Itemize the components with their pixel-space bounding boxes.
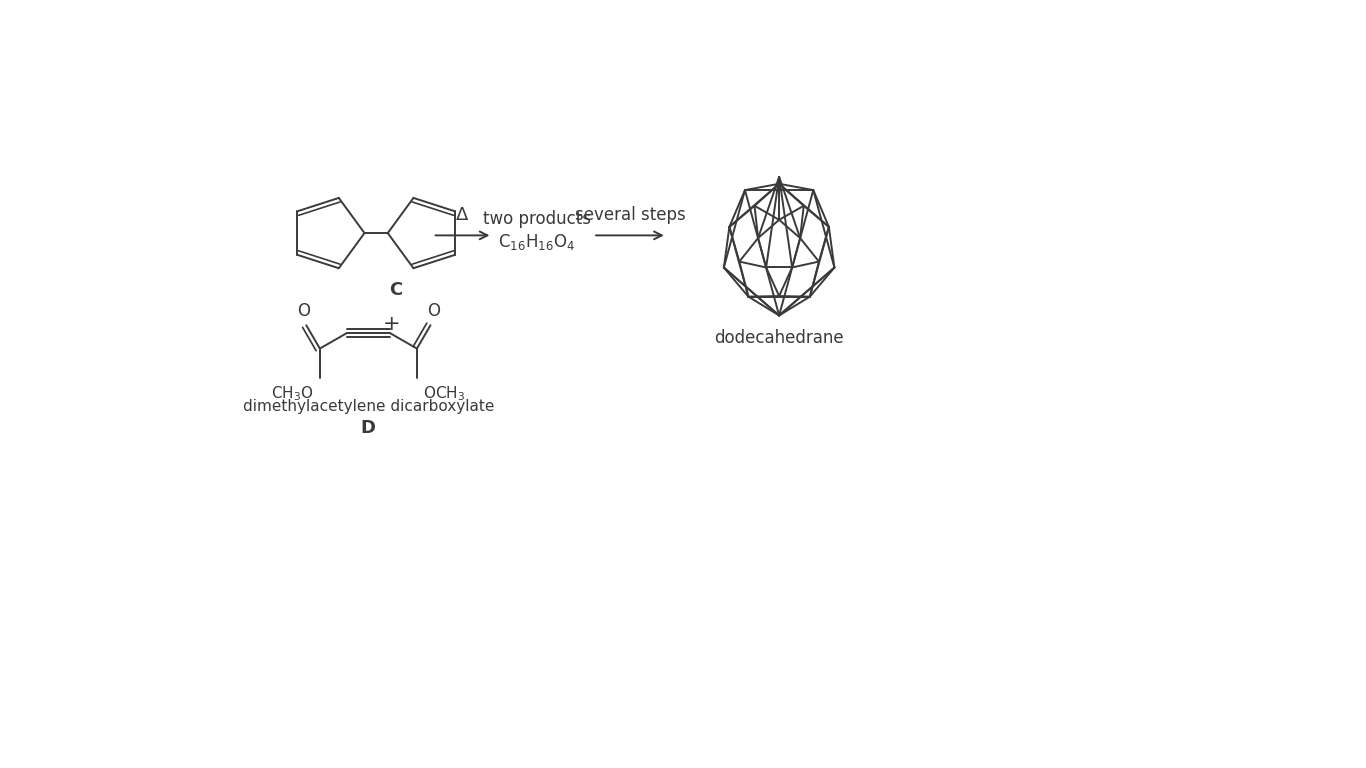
Text: CH$_3$O: CH$_3$O [270,384,314,402]
Text: O: O [296,302,310,319]
Text: C$_{16}$H$_{16}$O$_4$: C$_{16}$H$_{16}$O$_4$ [499,231,575,252]
Text: several steps: several steps [575,206,686,223]
Text: two products: two products [482,210,590,227]
Text: O: O [428,302,440,319]
Text: dimethylacetylene dicarboxylate: dimethylacetylene dicarboxylate [243,399,494,414]
Text: OCH$_3$: OCH$_3$ [423,384,466,402]
Text: Δ: Δ [456,206,469,223]
Text: dodecahedrane: dodecahedrane [714,329,844,347]
Text: +: + [382,314,400,334]
Text: C: C [389,281,402,299]
Text: D: D [361,419,376,438]
